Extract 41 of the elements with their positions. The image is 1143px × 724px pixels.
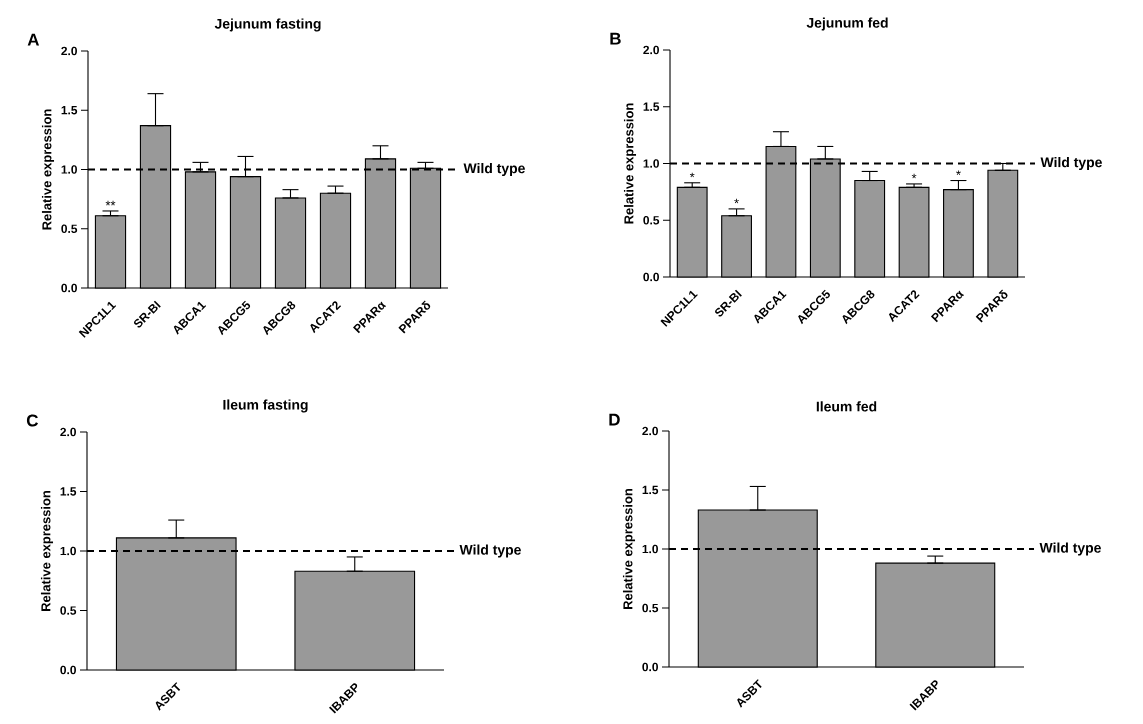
y-axis-title: Relative expression xyxy=(623,103,637,224)
y-tick-label: 2.0 xyxy=(60,427,76,437)
text: A xyxy=(27,33,40,46)
chart-title: Ileum fed xyxy=(816,401,877,412)
annotation: * xyxy=(911,173,917,179)
annotation: * xyxy=(734,198,739,204)
ref-line-label: Wild type xyxy=(1039,542,1101,556)
ref-line-label: Wild type xyxy=(1040,156,1102,170)
annotation: * xyxy=(689,172,695,178)
y-axis-title: Relative expression xyxy=(41,109,55,230)
text: C xyxy=(26,414,39,427)
text: D xyxy=(609,413,620,426)
y-tick-label: 1.5 xyxy=(643,102,660,111)
y-tick-label: 0.5 xyxy=(642,603,659,613)
y-tick-label: 0.0 xyxy=(60,665,76,675)
chart-title: Jejunum fed xyxy=(806,17,888,31)
text: B xyxy=(610,32,621,45)
y-tick-label: 2.0 xyxy=(61,46,77,56)
y-tick-label: 0.5 xyxy=(60,606,77,615)
ref-line-label: Wild type xyxy=(463,162,525,176)
ref-line-label: Wild type xyxy=(459,544,521,558)
y-axis-title: Relative expression xyxy=(40,490,54,611)
y-tick-label: 1.0 xyxy=(642,544,658,554)
y-tick-label: 2.0 xyxy=(642,426,658,436)
y-tick-label: 1.0 xyxy=(61,165,77,174)
y-tick-label: 1.5 xyxy=(642,485,659,495)
y-tick-label: 0.0 xyxy=(642,662,658,672)
y-tick-label: 0.0 xyxy=(643,272,659,282)
y-tick-label: 1.0 xyxy=(60,546,76,556)
y-axis-title: Relative expression xyxy=(622,488,636,609)
chart-title: Ileum fasting xyxy=(223,399,308,413)
y-tick-label: 0.5 xyxy=(61,224,78,233)
annotation: * xyxy=(956,170,961,175)
y-tick-label: 0.0 xyxy=(61,283,77,293)
annotation: ** xyxy=(105,200,116,206)
y-tick-label: 1.0 xyxy=(643,159,659,168)
y-tick-label: 1.5 xyxy=(61,106,78,115)
y-tick-label: 2.0 xyxy=(643,45,659,55)
y-tick-label: 1.5 xyxy=(60,487,77,496)
chart-title: Jejunum fasting xyxy=(214,18,321,32)
y-tick-label: 0.5 xyxy=(643,216,660,225)
